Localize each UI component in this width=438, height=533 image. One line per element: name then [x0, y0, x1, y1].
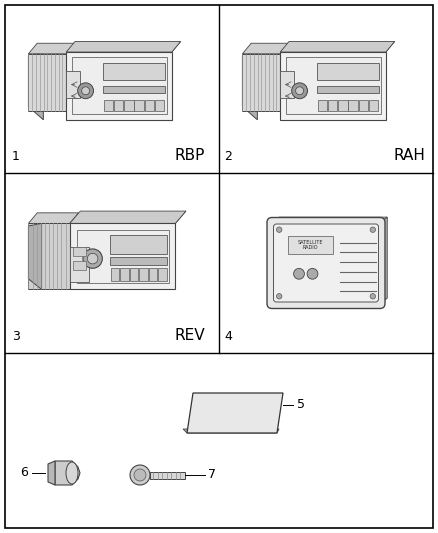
Bar — [124, 100, 134, 111]
Circle shape — [276, 294, 282, 299]
Circle shape — [78, 83, 94, 99]
Polygon shape — [280, 42, 395, 120]
Bar — [349, 100, 358, 111]
Bar — [369, 100, 378, 111]
Circle shape — [81, 87, 89, 95]
Circle shape — [292, 83, 307, 99]
Text: SATELLITE
RADIO: SATELLITE RADIO — [298, 240, 323, 251]
Bar — [28, 223, 70, 289]
Bar — [134, 100, 144, 111]
Text: 3: 3 — [12, 330, 20, 343]
Bar — [28, 54, 66, 111]
Polygon shape — [272, 217, 387, 222]
Circle shape — [296, 87, 304, 95]
Bar — [66, 71, 80, 98]
Bar — [103, 62, 165, 80]
Bar — [110, 235, 167, 254]
Polygon shape — [242, 52, 258, 120]
FancyBboxPatch shape — [273, 224, 378, 302]
Circle shape — [307, 269, 318, 279]
Polygon shape — [77, 230, 169, 283]
Text: 7: 7 — [208, 469, 216, 481]
Circle shape — [293, 269, 304, 279]
Text: 2: 2 — [224, 150, 232, 163]
Text: 4: 4 — [224, 330, 232, 343]
Polygon shape — [380, 217, 387, 303]
Bar — [139, 268, 148, 280]
Bar — [111, 268, 119, 280]
Bar — [328, 100, 337, 111]
Polygon shape — [183, 429, 279, 433]
Polygon shape — [66, 42, 180, 52]
Polygon shape — [70, 211, 186, 223]
Polygon shape — [66, 42, 180, 120]
Polygon shape — [242, 43, 289, 54]
Polygon shape — [280, 52, 386, 120]
Circle shape — [83, 249, 102, 268]
Bar — [317, 62, 379, 80]
Bar — [73, 247, 85, 256]
Bar — [130, 268, 138, 280]
Polygon shape — [286, 58, 381, 114]
Bar — [145, 100, 154, 111]
Bar — [149, 268, 158, 280]
Text: 1: 1 — [12, 150, 20, 163]
FancyBboxPatch shape — [267, 217, 385, 309]
Bar — [280, 71, 294, 98]
Bar — [242, 54, 280, 111]
Polygon shape — [28, 43, 75, 54]
Text: RAH: RAH — [393, 148, 425, 163]
Polygon shape — [28, 213, 78, 223]
Text: REV: REV — [174, 328, 205, 343]
Bar — [104, 100, 113, 111]
Polygon shape — [72, 58, 166, 114]
Bar — [338, 100, 348, 111]
Polygon shape — [280, 42, 395, 52]
Bar — [120, 268, 129, 280]
Text: RBP: RBP — [175, 148, 205, 163]
Circle shape — [370, 227, 375, 232]
Polygon shape — [28, 52, 43, 120]
Ellipse shape — [66, 462, 78, 484]
Polygon shape — [28, 223, 42, 289]
Bar — [159, 268, 167, 280]
Bar — [155, 100, 164, 111]
Bar — [103, 86, 165, 93]
Bar — [73, 261, 85, 270]
Polygon shape — [187, 393, 283, 433]
Text: 5: 5 — [297, 399, 305, 411]
Bar — [288, 236, 333, 254]
Bar — [70, 247, 89, 282]
Circle shape — [276, 227, 282, 232]
Polygon shape — [70, 211, 186, 289]
Polygon shape — [55, 461, 80, 485]
Polygon shape — [66, 52, 172, 120]
Circle shape — [87, 253, 98, 264]
Bar — [150, 472, 185, 479]
Circle shape — [130, 465, 150, 485]
Bar — [110, 257, 167, 265]
Bar — [318, 100, 327, 111]
Polygon shape — [48, 461, 55, 485]
Text: 6: 6 — [20, 466, 28, 480]
Bar — [114, 100, 123, 111]
Circle shape — [134, 469, 146, 481]
Circle shape — [370, 294, 375, 299]
Bar — [317, 86, 379, 93]
Polygon shape — [70, 223, 175, 289]
Bar — [359, 100, 368, 111]
